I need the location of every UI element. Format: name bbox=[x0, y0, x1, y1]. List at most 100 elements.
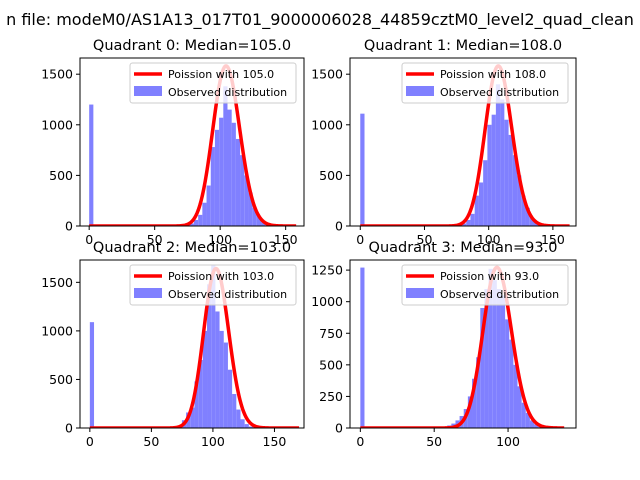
histogram-bar bbox=[500, 99, 505, 226]
histogram-bar bbox=[505, 319, 510, 428]
histogram-bar bbox=[206, 185, 211, 226]
histogram-bar bbox=[240, 419, 245, 428]
y-tick-label: 1000 bbox=[41, 323, 73, 338]
histogram-bar bbox=[472, 378, 477, 428]
histogram-bar bbox=[244, 424, 249, 428]
histogram-bar bbox=[512, 155, 518, 226]
histogram-bar bbox=[487, 124, 492, 226]
legend-box bbox=[129, 264, 297, 306]
subplot-title: Quadrant 3: Median=93.0 bbox=[369, 240, 558, 256]
legend-entry-fit: Poission with 108.0 bbox=[440, 68, 546, 81]
axes-frame bbox=[349, 57, 577, 227]
histogram-bar bbox=[202, 202, 207, 226]
legend: Poission with 105.0 Observed distribution bbox=[129, 62, 297, 104]
histogram-bar bbox=[484, 289, 489, 428]
histogram-bar bbox=[223, 342, 228, 428]
x-tick-label: 0 bbox=[86, 434, 94, 449]
legend-box bbox=[401, 264, 569, 306]
subplot-title: Quadrant 0: Median=105.0 bbox=[93, 38, 291, 54]
x-tick-label: 50 bbox=[426, 434, 442, 449]
histogram-bar bbox=[252, 207, 257, 226]
histogram-bar bbox=[495, 84, 501, 226]
histogram-bar bbox=[232, 394, 237, 428]
axes-frame bbox=[349, 259, 577, 429]
histogram-bar bbox=[508, 134, 513, 226]
y-tick-label: 1500 bbox=[311, 67, 343, 82]
legend-entry-fit: Poission with 93.0 bbox=[440, 270, 539, 283]
histogram-bar bbox=[509, 339, 514, 428]
histogram-bar bbox=[467, 396, 473, 428]
x-tick-label: 50 bbox=[147, 232, 163, 247]
histogram-bar bbox=[227, 109, 232, 226]
legend-bar-swatch bbox=[406, 288, 434, 298]
legend: Poission with 103.0 Observed distribution bbox=[129, 264, 297, 306]
y-tick-label: 1000 bbox=[41, 117, 73, 132]
x-tick-label: 150 bbox=[263, 434, 287, 449]
histogram-bar bbox=[500, 295, 506, 428]
legend-bar-swatch bbox=[134, 288, 162, 298]
subplot-title: Quadrant 1: Median=108.0 bbox=[364, 38, 562, 54]
histogram-bar bbox=[496, 289, 501, 428]
histogram-bar bbox=[235, 138, 241, 226]
x-tick-label: 100 bbox=[208, 232, 232, 247]
histogram-bar bbox=[210, 147, 215, 226]
histogram-bar bbox=[483, 160, 488, 226]
histogram-bar bbox=[248, 426, 254, 428]
y-tick-label: 500 bbox=[49, 168, 73, 183]
histogram-bar bbox=[360, 113, 365, 226]
histogram-bar bbox=[223, 86, 228, 226]
legend: Poission with 108.0 Observed distribution bbox=[401, 62, 569, 104]
x-tick-label: 100 bbox=[201, 434, 225, 449]
histogram-bar bbox=[529, 217, 535, 226]
legend-bar-swatch bbox=[134, 86, 162, 96]
histogram-bar bbox=[261, 221, 266, 226]
y-tick-label: 1250 bbox=[311, 263, 343, 278]
legend-entry-observed: Observed distribution bbox=[440, 86, 559, 99]
poisson-fit-line bbox=[88, 64, 298, 226]
y-tick-label: 0 bbox=[65, 219, 73, 234]
y-tick-label: 500 bbox=[319, 168, 343, 183]
histogram-bar bbox=[190, 407, 195, 428]
y-tick-label: 1500 bbox=[41, 67, 73, 82]
histogram-bar bbox=[219, 117, 224, 226]
poisson-fit-line bbox=[359, 64, 571, 226]
x-tick-label: 0 bbox=[356, 434, 364, 449]
x-tick-label: 150 bbox=[541, 232, 565, 247]
y-tick-label: 500 bbox=[49, 372, 73, 387]
histogram-bar bbox=[461, 223, 467, 226]
y-tick-label: 500 bbox=[319, 357, 343, 372]
histogram-bar bbox=[89, 104, 94, 226]
histogram-bar bbox=[193, 219, 199, 226]
x-tick-label: 150 bbox=[274, 232, 298, 247]
histogram-bar bbox=[244, 175, 249, 226]
histogram-bar bbox=[517, 386, 522, 428]
histogram-bar bbox=[248, 192, 253, 226]
histogram-bar bbox=[517, 175, 522, 226]
histogram-bars bbox=[89, 264, 262, 428]
histogram-bar bbox=[525, 207, 530, 226]
legend-box bbox=[129, 62, 297, 104]
histogram-bar bbox=[492, 280, 497, 428]
histogram-bar bbox=[231, 122, 236, 226]
histogram-bar bbox=[236, 409, 241, 428]
poisson-fit-line bbox=[359, 265, 566, 428]
histogram-bar bbox=[360, 267, 365, 428]
histogram-bar bbox=[219, 330, 224, 428]
histogram-bar bbox=[211, 264, 216, 428]
histogram-bar bbox=[480, 308, 485, 428]
histogram-bar bbox=[476, 357, 481, 428]
subplot-title: Quadrant 2: Median=103.0 bbox=[93, 240, 291, 256]
histogram-bar bbox=[240, 155, 245, 226]
histogram-bar bbox=[521, 195, 526, 226]
x-tick-label: 0 bbox=[85, 232, 93, 247]
histogram-bar bbox=[215, 311, 220, 428]
histogram-bar bbox=[198, 360, 203, 428]
histogram-bar bbox=[256, 215, 262, 226]
legend-box bbox=[401, 62, 569, 104]
histogram-bar bbox=[202, 330, 208, 428]
histogram-bar bbox=[470, 213, 475, 226]
